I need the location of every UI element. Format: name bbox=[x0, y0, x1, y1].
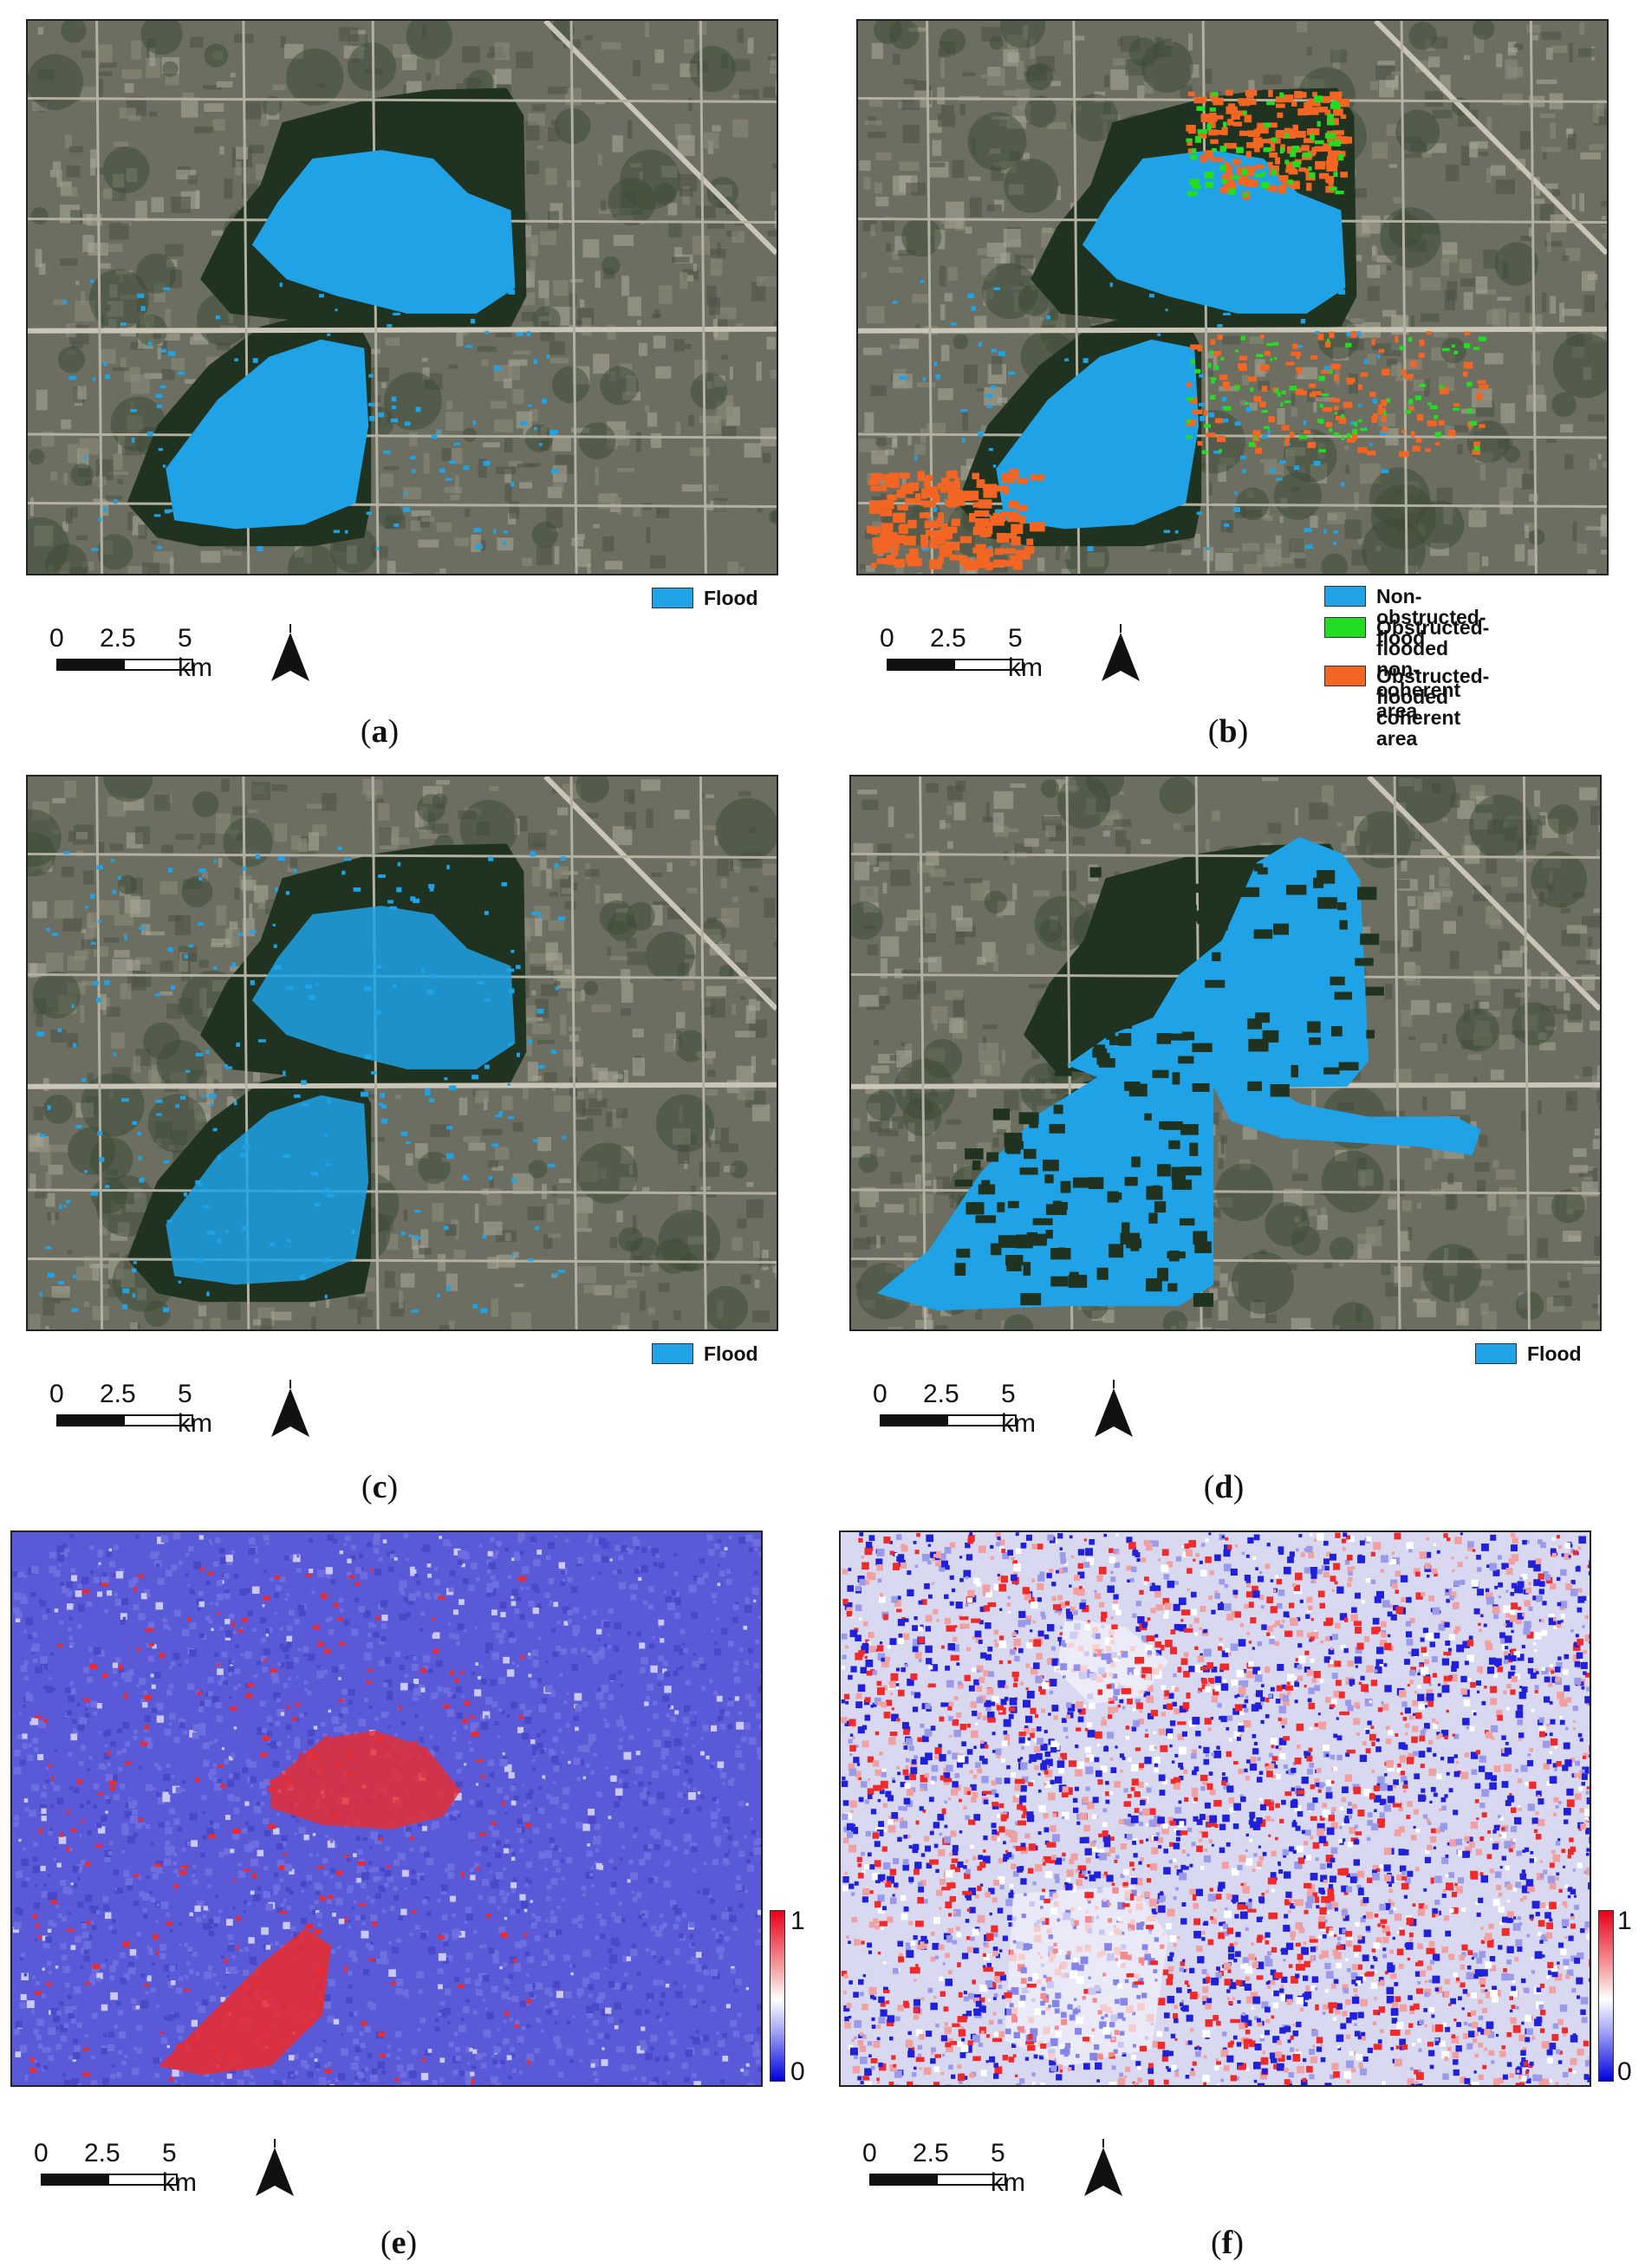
scale-label-2: 5 km bbox=[178, 1380, 212, 1438]
scale-label-2: 5 km bbox=[1001, 1380, 1036, 1438]
legend-label: Non-obstructed-flood bbox=[1376, 585, 1486, 649]
map-b bbox=[856, 19, 1609, 575]
legend-label: Flood bbox=[1527, 1342, 1582, 1365]
scale-label-1: 2.5 bbox=[100, 1380, 136, 1408]
legend-swatch bbox=[1324, 586, 1366, 607]
colorbar-min: 0 bbox=[790, 2057, 805, 2086]
scale-bar: 0 2.5 5 km bbox=[861, 2139, 1034, 2197]
colorbar-max: 1 bbox=[790, 1907, 805, 1935]
scale-label-0: 0 bbox=[873, 1380, 888, 1408]
legend-label: Obstructed-flooded non-coherent area bbox=[1376, 616, 1490, 722]
scale-bar: 0 2.5 5 km bbox=[878, 624, 1051, 682]
legend-coherent: Obstructed-flooded coherent area bbox=[1324, 666, 1489, 749]
scale-bar: 0 2.5 5 km bbox=[871, 1380, 1044, 1438]
scale-label-1: 2.5 bbox=[930, 624, 966, 653]
scale-label-2: 5 km bbox=[1008, 624, 1043, 682]
caption-a: (a) bbox=[360, 713, 400, 750]
legend-flood-c: Flood bbox=[652, 1343, 758, 1364]
scale-label-0: 0 bbox=[49, 1380, 64, 1408]
scale-label-1: 2.5 bbox=[923, 1380, 959, 1408]
caption-b: (b) bbox=[1207, 713, 1249, 750]
legend-flood-a: Flood bbox=[652, 588, 758, 608]
legend-swatch bbox=[1324, 666, 1366, 686]
legend-swatch bbox=[1324, 617, 1366, 638]
scale-label-1: 2.5 bbox=[100, 624, 136, 653]
scale-label-0: 0 bbox=[862, 2139, 877, 2167]
north-arrow-icon bbox=[1102, 624, 1140, 681]
scale-label-2: 5 km bbox=[162, 2139, 197, 2197]
scale-label-2: 5 km bbox=[991, 2139, 1025, 2197]
north-arrow-icon bbox=[1084, 2139, 1122, 2196]
scale-label-0: 0 bbox=[880, 624, 894, 653]
legend-swatch bbox=[652, 1343, 693, 1364]
colorbar-max: 1 bbox=[1617, 1907, 1632, 1935]
north-arrow-icon bbox=[1095, 1380, 1133, 1437]
caption-d: (d) bbox=[1203, 1469, 1245, 1505]
caption-e: (e) bbox=[380, 2225, 418, 2261]
north-arrow-icon bbox=[256, 2139, 294, 2196]
legend-label: Flood bbox=[704, 587, 758, 609]
colorbar-min: 0 bbox=[1617, 2057, 1632, 2086]
legend-non-coherent: Obstructed-flooded non-coherent area bbox=[1324, 617, 1489, 721]
scale-bar: 0 2.5 5 km bbox=[32, 2139, 205, 2197]
map-c bbox=[26, 775, 778, 1331]
scale-bar: 0 2.5 5 km bbox=[48, 624, 221, 682]
scale-label-1: 2.5 bbox=[913, 2139, 949, 2167]
colorbar-e bbox=[770, 1910, 785, 2082]
caption-c: (c) bbox=[361, 1469, 399, 1505]
scale-label-1: 2.5 bbox=[84, 2139, 120, 2167]
scale-label-0: 0 bbox=[49, 624, 64, 653]
map-a bbox=[26, 19, 778, 575]
legend-label: Obstructed-flooded coherent area bbox=[1376, 665, 1490, 750]
north-arrow-icon bbox=[271, 624, 309, 681]
scale-label-0: 0 bbox=[34, 2139, 49, 2167]
legend-label: Flood bbox=[704, 1342, 758, 1365]
legend-swatch bbox=[652, 588, 693, 608]
legend-flood-d: Flood bbox=[1475, 1343, 1582, 1364]
scale-bar: 0 2.5 5 km bbox=[48, 1380, 221, 1438]
legend-swatch bbox=[1475, 1343, 1517, 1364]
north-arrow-icon bbox=[271, 1380, 309, 1437]
colorbar-f bbox=[1598, 1910, 1614, 2082]
map-e bbox=[10, 1530, 763, 2087]
caption-f: (f) bbox=[1211, 2225, 1244, 2261]
map-f bbox=[839, 1530, 1591, 2087]
scale-label-2: 5 km bbox=[178, 624, 212, 682]
map-d bbox=[849, 775, 1602, 1331]
legend-non-obstructed: Non-obstructed-flood bbox=[1324, 586, 1486, 648]
